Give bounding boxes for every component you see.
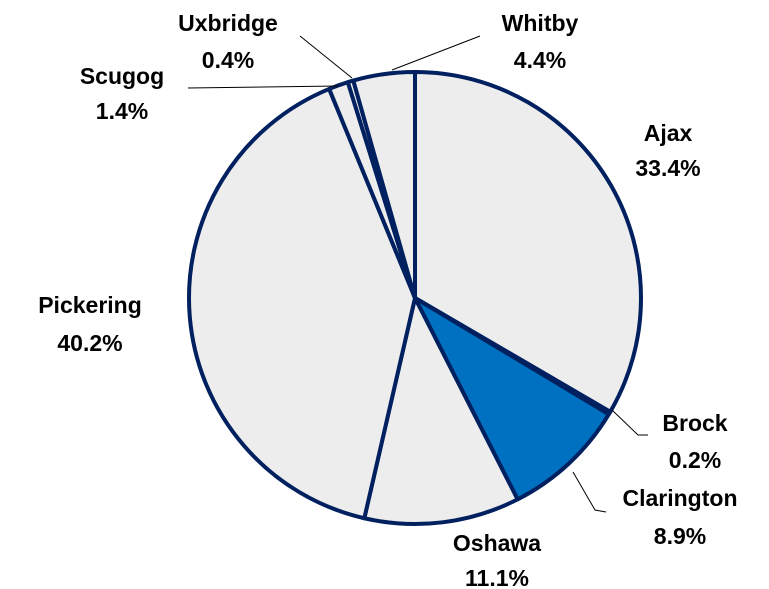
category-label: Whitby	[502, 10, 579, 36]
value-label: 4.4%	[514, 47, 566, 73]
pie-slice	[187, 86, 417, 521]
leader-line	[611, 409, 648, 436]
leader-line	[187, 85, 339, 89]
pie-slice	[351, 70, 417, 300]
value-label: 8.9%	[654, 523, 706, 549]
value-label: 11.1%	[465, 565, 529, 589]
value-label: 1.4%	[96, 98, 148, 124]
category-label: Scugog	[80, 63, 164, 89]
pie-slice	[413, 296, 611, 502]
leader-line	[299, 35, 353, 79]
value-label: 40.2%	[57, 330, 122, 356]
leader-line	[391, 35, 481, 71]
category-label: Oshawa	[453, 530, 541, 556]
value-label: 0.4%	[202, 47, 254, 73]
category-label: Brock	[662, 410, 727, 436]
value-label: 33.4%	[635, 155, 700, 181]
value-label: 0.2%	[669, 447, 721, 473]
category-label: Ajax	[644, 120, 693, 146]
category-label: Pickering	[38, 292, 142, 318]
category-label: Clarington	[623, 485, 738, 511]
pie-slice	[413, 70, 643, 414]
leader-line	[572, 471, 607, 513]
category-label: Uxbridge	[178, 10, 278, 36]
